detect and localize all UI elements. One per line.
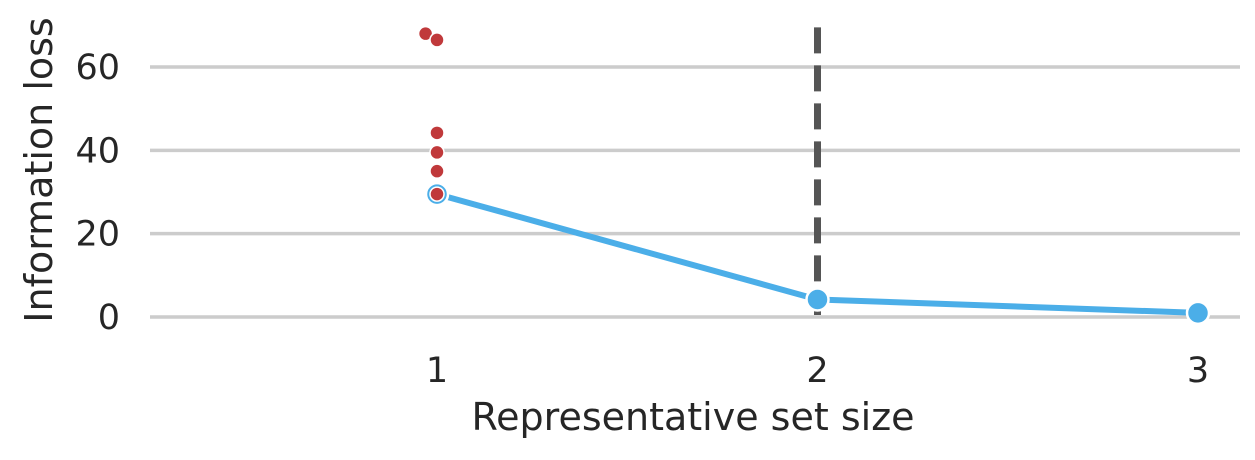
y-axis-label: Information loss [17,17,61,322]
scatter-point-4 [429,163,445,179]
x-axis-label: Representative set size [471,395,914,439]
line-point-2 [1185,300,1211,326]
x-tick-label-3: 3 [1187,351,1209,391]
y-tick-label-0: 0 [98,298,120,338]
x-tick-label-2: 2 [806,351,828,391]
x-tick-label-1: 1 [426,351,448,391]
scatter-point-1 [429,32,445,48]
scatter-point-5 [429,186,445,202]
line-point-1 [805,287,830,312]
tick-labels: 0 20 40 60 1 2 3 [75,48,1209,391]
y-tick-label-40: 40 [75,131,120,171]
scatter-point-3 [429,144,445,161]
y-tick-label-20: 20 [75,215,120,255]
series-layer [417,25,1211,326]
y-tick-label-60: 60 [75,48,120,88]
scatter-point-2 [429,125,445,141]
y-grid [150,65,1240,319]
